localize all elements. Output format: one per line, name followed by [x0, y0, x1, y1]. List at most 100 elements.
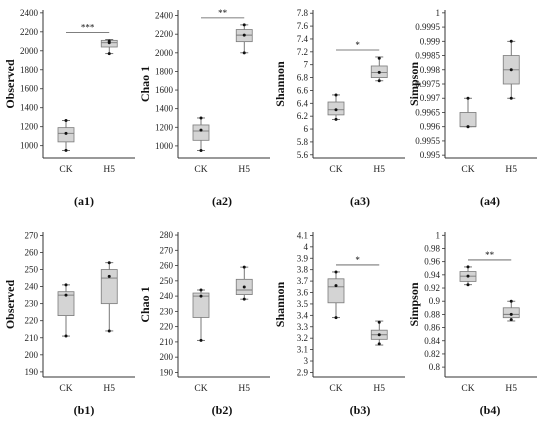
y-tick-label: 270 [25, 230, 39, 240]
y-tick-label: 1200 [20, 122, 39, 132]
data-point [199, 128, 203, 132]
x-category-label: H5 [103, 165, 115, 175]
y-tick-label: 2400 [155, 11, 174, 21]
y-tick-label: 1 [436, 8, 441, 18]
data-point [377, 56, 381, 60]
y-tick-label: 0.997 [420, 93, 441, 103]
box-iqr [502, 307, 520, 319]
data-point [107, 261, 111, 265]
data-point [466, 283, 470, 287]
y-tick-label: 1000 [155, 141, 174, 151]
y-tick-label: 3.4 [297, 310, 309, 320]
x-category-label: CK [329, 384, 342, 394]
x-category-label: H5 [373, 165, 385, 175]
x-category-label: H5 [238, 165, 250, 175]
data-point [64, 131, 68, 135]
data-point [64, 148, 68, 152]
y-tick-label: 260 [25, 247, 39, 257]
x-category-label: H5 [505, 384, 517, 394]
y-axis-label: Shannon [273, 61, 287, 107]
y-tick-label: 0.9975 [415, 79, 440, 89]
y-tick-label: 2400 [20, 8, 39, 18]
y-tick-label: 1400 [155, 104, 174, 114]
data-point [377, 342, 381, 346]
y-tick-label: 0.999 [420, 36, 441, 46]
box-H5 [502, 39, 520, 100]
data-point [64, 293, 68, 297]
y-tick-label: 0.86 [424, 323, 440, 333]
y-tick-label: 1600 [20, 84, 39, 94]
y-tick-label: 200 [160, 352, 174, 362]
box-iqr [192, 124, 210, 141]
box-iqr [192, 292, 210, 318]
y-tick-label: 0.96 [424, 257, 440, 267]
y-tick-label: 260 [160, 261, 174, 271]
y-tick-label: 3.3 [297, 322, 309, 332]
x-category-label: H5 [505, 165, 517, 175]
y-tick-label: 4.1 [297, 230, 308, 240]
y-tick-label: 3.8 [297, 265, 309, 275]
y-tick-label: 3.9 [297, 253, 309, 263]
data-point [64, 119, 68, 123]
y-tick-label: 220 [160, 322, 174, 332]
y-tick-label: 0.9995 [415, 22, 440, 32]
significance-mark: *** [81, 22, 95, 32]
data-point [466, 265, 470, 269]
y-tick-label: 220 [25, 316, 39, 326]
x-category-label: CK [59, 384, 72, 394]
data-point [334, 270, 338, 274]
data-point [242, 297, 246, 301]
y-tick-label: 0.996 [420, 122, 441, 132]
y-tick-label: 2000 [20, 46, 39, 56]
y-tick-label: 0.98 [424, 243, 440, 253]
box-H5 [502, 299, 520, 322]
y-tick-label: 210 [25, 333, 39, 343]
box-CK [459, 265, 477, 287]
panel-a1: 1000 1200 1400 1600 1800 2000 2200 2400 Observed… [3, 8, 135, 208]
data-point [377, 333, 381, 337]
data-point [64, 283, 68, 287]
y-tick-label: 0.9985 [415, 51, 440, 61]
data-point [334, 93, 338, 97]
panel-a2: 1000 1200 1400 1600 1800 2000 2200 2400 Chao 1 CK… [138, 8, 270, 208]
y-tick-label: 6 [304, 124, 309, 134]
significance-mark: ** [218, 8, 228, 18]
y-tick-label: 200 [25, 350, 39, 360]
box-H5 [100, 39, 118, 56]
data-point [242, 51, 246, 55]
data-point [509, 318, 513, 322]
y-tick-label: 6.6 [297, 85, 309, 95]
y-tick-label: 7 [304, 60, 309, 70]
box-CK [327, 270, 345, 320]
data-point [509, 299, 513, 303]
data-point [64, 334, 68, 338]
data-point [509, 96, 513, 100]
data-point [107, 39, 111, 43]
y-tick-label: 2200 [155, 29, 174, 39]
box-CK [57, 119, 75, 152]
y-tick-label: 270 [160, 245, 174, 255]
y-tick-label: 0.9 [429, 296, 441, 306]
y-tick-label: 7.4 [297, 34, 309, 44]
box-CK [459, 96, 477, 129]
y-tick-label: 0.998 [420, 65, 441, 75]
y-axis-label: Shannon [273, 281, 287, 327]
y-tick-label: 0.92 [424, 283, 440, 293]
data-point [466, 125, 470, 129]
y-tick-label: 0.9965 [415, 107, 440, 117]
x-category-label: CK [329, 165, 342, 175]
significance-mark: ** [485, 250, 495, 260]
panel-label: (b1) [74, 403, 95, 417]
y-tick-label: 6.4 [297, 98, 309, 108]
box-CK [192, 116, 210, 153]
y-axis-label: Chao 1 [138, 286, 152, 322]
y-tick-label: 0.82 [424, 349, 440, 359]
box-iqr [459, 112, 477, 128]
data-point [334, 284, 338, 288]
panel-label: (b2) [212, 403, 233, 417]
y-tick-label: 0.8 [429, 362, 441, 372]
y-tick-label: 6.8 [297, 73, 309, 83]
y-axis-label: Observed [3, 280, 17, 330]
box-H5 [370, 320, 388, 346]
